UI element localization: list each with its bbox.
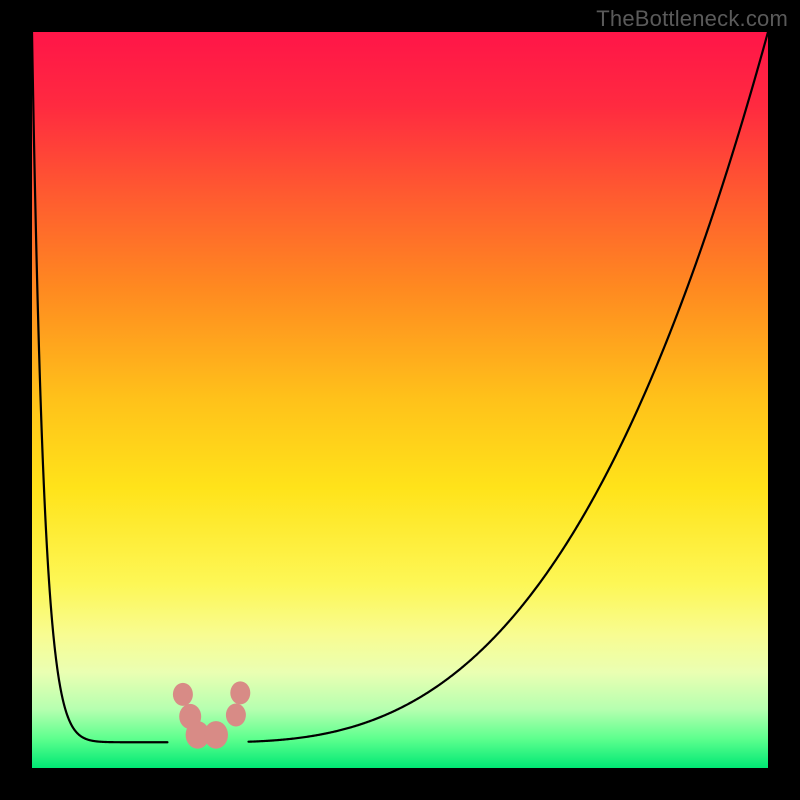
gradient-background — [32, 32, 768, 768]
highlight-bump — [226, 704, 246, 727]
highlight-bump — [204, 721, 228, 749]
chart-frame: TheBottleneck.com — [0, 0, 800, 800]
watermark-text: TheBottleneck.com — [596, 6, 788, 32]
bottleneck-chart — [0, 0, 800, 800]
highlight-bump — [173, 683, 193, 706]
highlight-bump — [230, 681, 250, 704]
